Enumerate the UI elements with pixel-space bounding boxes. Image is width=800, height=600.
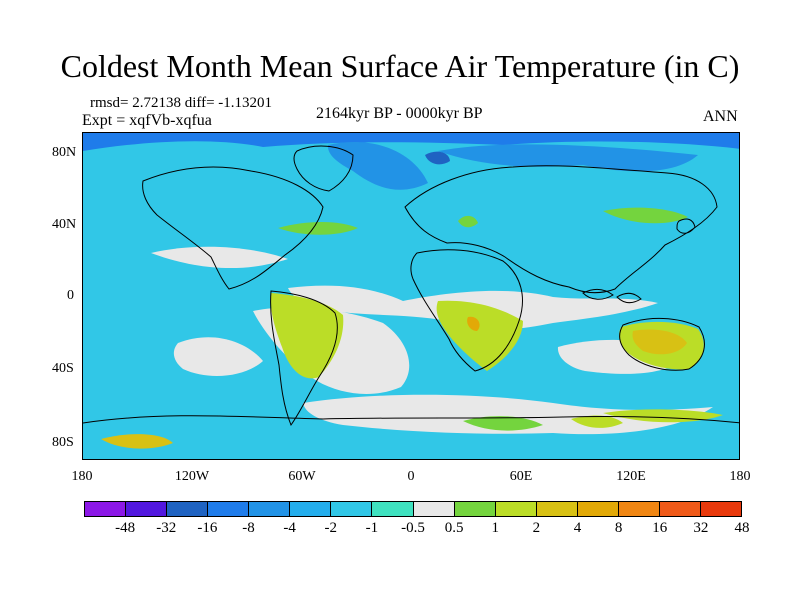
land-outline-antarctica — [83, 415, 739, 424]
colorbar-label-5: -2 — [324, 520, 338, 536]
colorbar-cell-11 — [536, 502, 578, 516]
field-north-green-2 — [278, 221, 358, 235]
colorbar-cell-15 — [700, 502, 741, 516]
field-antarctic-light-1 — [463, 416, 543, 431]
field-africa-orange — [467, 316, 480, 331]
x-axis-label-0: 0 — [407, 469, 415, 484]
colorbar-cell-9 — [454, 502, 496, 516]
colorbar-label-14: 32 — [693, 520, 709, 536]
colorbar-cell-2 — [167, 502, 209, 516]
field-south-america-green — [270, 293, 344, 379]
colorbar-cell-1 — [126, 502, 168, 516]
colorbar-label-4: -4 — [283, 520, 296, 536]
colorbar-cell-0 — [85, 502, 127, 516]
colorbar-label-0: -48 — [115, 520, 136, 536]
colorbar-cell-4 — [249, 502, 291, 516]
x-axis-label-180-left: 180 — [71, 469, 93, 484]
field-north-atlantic-blue — [327, 142, 428, 190]
colorbar-cell-8 — [413, 502, 455, 516]
field-asia-north-blue — [438, 144, 698, 172]
x-axis-label-60w: 60W — [288, 469, 316, 484]
stats-text: rmsd= 2.72138 diff= -1.13201 — [90, 95, 273, 111]
colorbar-label-7: -0.5 — [401, 520, 425, 536]
land-outline-indonesia — [582, 288, 642, 304]
field-north-dark-spot — [425, 151, 450, 165]
colorbar-label-13: 16 — [652, 520, 668, 536]
colorbar-label-1: -32 — [156, 520, 177, 536]
y-axis-label-40s: 40S — [52, 361, 74, 376]
colorbar-label-15: 48 — [734, 520, 750, 536]
colorbar-cell-13 — [618, 502, 660, 516]
colorbar-label-2: -16 — [197, 520, 218, 536]
x-axis-label-120e: 120E — [616, 469, 646, 484]
colorbar-label-6: -1 — [365, 520, 379, 536]
period-text: 2164kyr BP - 0000kyr BP — [316, 105, 483, 122]
colorbar — [84, 501, 742, 517]
land-outline-australia — [619, 317, 705, 371]
y-axis-label-40n: 40N — [52, 217, 77, 232]
colorbar-label-11: 4 — [573, 520, 582, 536]
field-south-pacific-grey — [173, 337, 263, 376]
field-north-green-1 — [603, 207, 688, 224]
colorbar-label-10: 2 — [532, 520, 541, 536]
field-antarctic-light-2 — [571, 415, 623, 428]
colorbar-label-12: 8 — [614, 520, 623, 536]
land-outline-south-america — [270, 290, 338, 427]
colorbar-cell-14 — [659, 502, 701, 516]
land-outline-africa — [410, 249, 523, 372]
y-axis-label-80n: 80N — [52, 145, 77, 160]
map-svg — [83, 133, 739, 459]
colorbar-label-9: 1 — [491, 520, 500, 536]
land-outline-greenland — [293, 145, 354, 192]
season-text: ANN — [703, 108, 738, 125]
temperature-map — [82, 132, 740, 460]
field-australia-yellow — [632, 329, 687, 355]
colorbar-cell-7 — [372, 502, 414, 516]
field-north-green-3 — [458, 215, 478, 228]
colorbar-label-8: 0.5 — [444, 520, 464, 536]
land-outline-eurasia — [404, 165, 718, 294]
land-outline-japan — [676, 218, 696, 234]
field-antarctic-green-1 — [101, 434, 173, 449]
x-axis-label-60e: 60E — [509, 469, 533, 484]
colorbar-cell-12 — [577, 502, 619, 516]
y-axis-label-80s: 80S — [52, 435, 74, 450]
experiment-text: Expt = xqfVb-xqfua — [82, 112, 212, 129]
colorbar-label-3: -8 — [242, 520, 255, 536]
x-axis-label-120w: 120W — [174, 469, 210, 484]
colorbar-cell-5 — [290, 502, 332, 516]
land-outline-north-america — [142, 166, 324, 290]
colorbar-cell-3 — [208, 502, 250, 516]
field-arctic-blue — [83, 133, 739, 151]
field-north-grey-patch — [151, 246, 288, 269]
colorbar-cell-10 — [495, 502, 537, 516]
x-axis-label-180-right: 180 — [729, 469, 751, 484]
y-axis-label-0: 0 — [67, 288, 74, 303]
colorbar-cell-6 — [331, 502, 373, 516]
chart-title: Coldest Month Mean Surface Air Temperatu… — [60, 48, 740, 84]
